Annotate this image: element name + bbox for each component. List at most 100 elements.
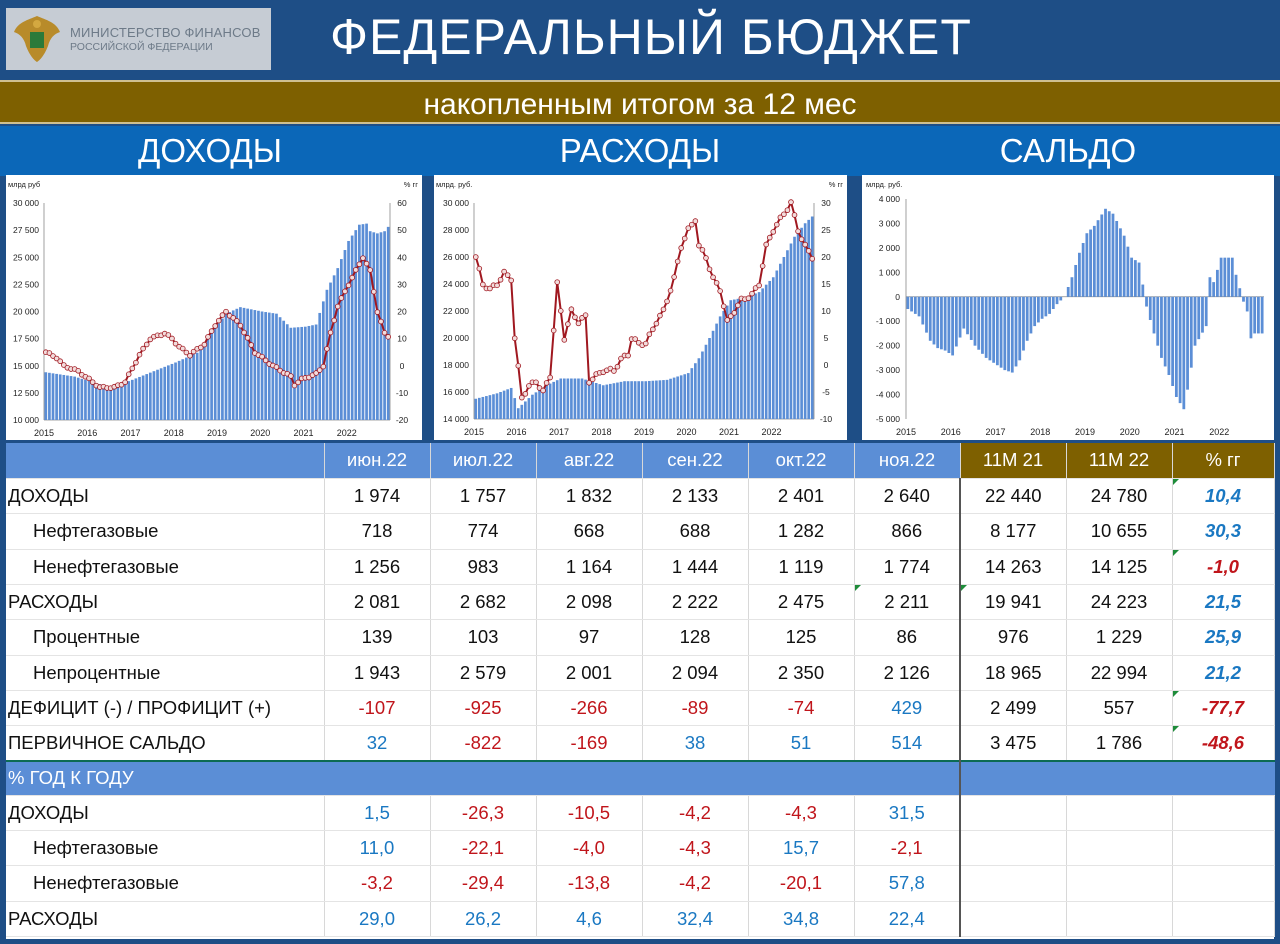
table-row: ПЕРВИЧНОЕ САЛЬДО 32 -822 -169 38 51 514 3 475 1 …: [6, 725, 1275, 762]
bar: [573, 378, 577, 419]
bar: [932, 296, 936, 345]
y-tick-right: 10: [821, 306, 831, 316]
bar: [84, 379, 87, 420]
table-cell: 976: [959, 619, 1067, 656]
bar: [679, 375, 683, 419]
table-cell: -107: [324, 690, 431, 727]
table-cell: 2 133: [642, 478, 749, 515]
bar: [296, 327, 300, 420]
line-point: [143, 341, 150, 348]
line-point: [201, 341, 208, 348]
y-tick: 1 000: [879, 267, 901, 277]
yoy-empty-cell: [1066, 865, 1173, 902]
x-tick-label: 2022: [1209, 427, 1229, 437]
bar: [548, 383, 552, 419]
table-cell: -48,6: [1172, 725, 1275, 762]
bar: [743, 297, 747, 419]
x-tick-label: 2020: [250, 428, 270, 438]
y-tick-right: 25: [821, 225, 831, 235]
table-cell: 10,4: [1172, 478, 1275, 515]
table-cell: 21,5: [1172, 584, 1275, 621]
yoy-empty-cell: [1172, 865, 1275, 902]
line-point: [557, 308, 564, 314]
table-cell: 22 440: [959, 478, 1067, 515]
table-cell: 1 282: [748, 513, 855, 550]
line-point: [540, 387, 546, 394]
bar: [559, 378, 563, 419]
bar: [947, 296, 951, 354]
y-tick-right: 0: [824, 360, 829, 370]
bar: [386, 226, 390, 420]
section-title-balance: САЛЬДО: [999, 132, 1137, 169]
bar: [587, 380, 591, 419]
bar: [1227, 257, 1230, 297]
bar: [76, 377, 80, 420]
x-tick-label: 2020: [1120, 427, 1140, 437]
bar: [1197, 296, 1201, 340]
bar: [321, 301, 325, 420]
bar: [87, 380, 91, 420]
bar: [195, 352, 199, 420]
table-cell: 32: [324, 725, 431, 762]
table-row: ДЕФИЦИТ (-) / ПРОФИЦИТ (+) -107 -925 -266 -8…: [6, 690, 1275, 727]
bar: [354, 230, 358, 420]
bar: [166, 365, 170, 420]
bar: [1174, 296, 1178, 397]
table-cell: 14 125: [1066, 549, 1173, 585]
bar: [156, 369, 159, 420]
yoy-empty-cell: [1172, 901, 1275, 937]
line-point: [212, 323, 218, 329]
subtitle-bar: накопленным итогом за 12 мес: [0, 80, 1280, 124]
bar: [246, 308, 249, 420]
bar: [474, 398, 478, 419]
table-cell: 14 263: [959, 549, 1067, 585]
bar: [999, 296, 1003, 368]
y-tick-left: 27 500: [13, 225, 39, 235]
line-point: [501, 268, 507, 275]
bar: [605, 384, 609, 419]
bar: [651, 380, 655, 419]
y-tick-right: 20: [397, 307, 407, 317]
line-point: [370, 289, 377, 295]
bar: [80, 378, 84, 420]
yoy-cell: 4,6: [536, 901, 643, 937]
line-point: [798, 236, 805, 243]
bar: [1040, 296, 1044, 319]
yoy-empty-cell: [1066, 901, 1173, 937]
y-tick-left: 24 000: [443, 279, 469, 289]
line-point: [129, 365, 136, 372]
bar: [170, 363, 174, 420]
bar: [757, 292, 761, 419]
table-cell: 24 780: [1066, 478, 1173, 515]
line-point: [749, 290, 755, 297]
line-point: [374, 309, 381, 315]
line-point: [197, 344, 204, 351]
line-point: [667, 287, 674, 294]
bar: [509, 387, 513, 419]
bar: [91, 382, 95, 420]
bar: [580, 378, 584, 419]
bar: [1126, 246, 1130, 297]
line-point: [561, 337, 568, 343]
bar: [768, 280, 772, 419]
bar: [325, 289, 329, 420]
bar: [73, 376, 76, 420]
bar: [966, 296, 969, 335]
line-point: [586, 379, 592, 386]
line-point: [57, 358, 64, 365]
bar: [958, 296, 962, 338]
bar: [807, 219, 811, 419]
bar: [1223, 257, 1227, 297]
line-point: [320, 363, 327, 370]
bar: [98, 384, 102, 420]
table-cell: 1 786: [1066, 725, 1173, 762]
yoy-empty-cell: [1066, 795, 1173, 831]
yoy-empty-cell: [1172, 795, 1275, 831]
bar: [524, 401, 527, 419]
y-tick-right: 20: [821, 252, 831, 262]
bar: [910, 296, 913, 312]
bar: [658, 380, 662, 419]
bar: [109, 387, 113, 420]
line-point: [756, 282, 762, 289]
bar: [732, 299, 736, 419]
